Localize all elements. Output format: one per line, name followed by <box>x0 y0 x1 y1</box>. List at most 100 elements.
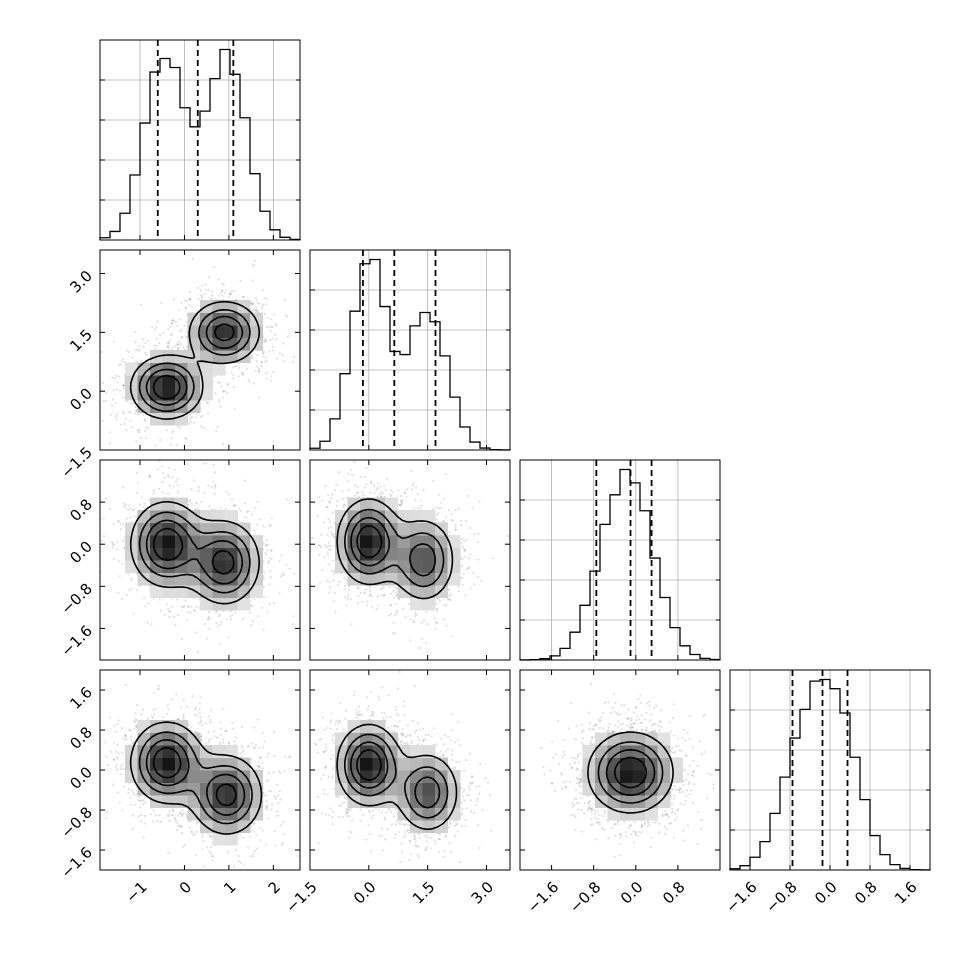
scatter-point <box>176 598 179 601</box>
scatter-point <box>242 617 245 621</box>
scatter-point <box>125 503 128 506</box>
scatter-point <box>185 619 188 622</box>
contour-level-2 <box>145 519 244 585</box>
scatter-point <box>217 294 220 297</box>
contour-level-0 <box>129 300 261 420</box>
hist-frame-2 <box>519 459 721 661</box>
scatter-point <box>165 429 168 432</box>
scatter-point <box>392 631 395 635</box>
scatter-point <box>180 328 183 331</box>
scatter-point <box>381 586 384 590</box>
scatter-point <box>357 587 360 590</box>
scatter-point <box>318 581 322 584</box>
scatter-panel-3-0 <box>99 669 301 871</box>
scatter-point <box>447 588 450 591</box>
scatter-point <box>206 617 210 620</box>
scatter-point <box>435 602 438 605</box>
scatter-point <box>380 490 383 494</box>
scatter-point <box>204 283 207 286</box>
scatter-point <box>241 747 244 750</box>
scatter-point <box>436 597 439 600</box>
scatter-point <box>115 413 118 416</box>
scatter-point <box>285 498 288 501</box>
scatter-point <box>143 596 146 600</box>
scatter-point <box>228 293 232 296</box>
scatter-point <box>415 613 418 616</box>
scatter-point <box>171 476 174 479</box>
scatter-point <box>370 482 373 485</box>
density-cell <box>187 510 201 523</box>
density-cell <box>200 312 213 326</box>
scatter-point <box>229 615 232 618</box>
scatter-point <box>240 744 243 748</box>
scatter-point <box>476 540 479 544</box>
scatter-point <box>209 617 212 620</box>
scatter-point <box>344 596 347 599</box>
density-cell <box>187 362 201 376</box>
contour-level-2 <box>350 516 436 577</box>
scatter-point <box>128 728 131 731</box>
scatter-point <box>329 545 332 548</box>
scatter-point <box>232 727 235 730</box>
scatter-point <box>349 597 352 601</box>
scatter-point <box>318 496 321 499</box>
scatter-point <box>87 571 89 573</box>
density-cell <box>250 325 263 338</box>
scatter-point <box>376 495 379 498</box>
scatter-point <box>342 497 345 501</box>
scatter-point <box>161 480 164 483</box>
scatter-point <box>277 814 280 817</box>
scatter-point <box>266 317 269 320</box>
scatter-point <box>375 607 378 610</box>
scatter-point <box>264 303 267 306</box>
scatter-point <box>166 341 169 345</box>
scatter-point <box>405 496 408 499</box>
scatter-point <box>262 542 265 545</box>
scatter-point <box>192 609 196 612</box>
scatter-point <box>361 490 364 494</box>
scatter-point <box>266 804 269 808</box>
scatter-point <box>473 583 476 586</box>
scatter-point <box>301 575 303 577</box>
density-cell <box>410 597 423 611</box>
scatter-point <box>377 481 380 485</box>
scatter-point <box>357 595 360 598</box>
scatter-point <box>265 325 269 328</box>
scatter-point <box>410 488 413 491</box>
scatter-point <box>284 314 287 317</box>
scatter-point <box>138 429 141 432</box>
scatter-point <box>185 462 189 465</box>
scatter-point <box>174 819 177 823</box>
scatter-point <box>207 412 210 415</box>
scatter-point <box>141 338 145 341</box>
scatter-point <box>101 419 105 423</box>
scatter-point <box>133 412 136 415</box>
scatter-point <box>176 342 179 346</box>
scatter-point <box>334 611 337 614</box>
scatter-point <box>109 413 112 416</box>
scatter-point <box>226 383 230 387</box>
scatter-point <box>195 606 198 609</box>
scatter-point <box>468 566 471 569</box>
scatter-point <box>383 484 386 487</box>
density-cell <box>225 312 238 326</box>
scatter-point <box>219 405 222 408</box>
scatter-point <box>317 543 320 547</box>
scatter-point <box>111 541 114 544</box>
scatter-point <box>270 557 273 560</box>
density-cell <box>225 572 238 586</box>
scatter-point <box>237 375 240 378</box>
scatter-point <box>463 549 466 552</box>
scatter-point <box>157 688 161 691</box>
scatter-point <box>264 339 267 343</box>
scatter-point <box>253 532 256 536</box>
scatter-point <box>180 815 183 818</box>
scatter-point <box>375 488 378 491</box>
scatter-point <box>230 497 234 501</box>
scatter-point <box>156 468 159 471</box>
scatter-point <box>144 605 147 608</box>
scatter-point <box>159 609 163 612</box>
scatter-point <box>336 500 339 503</box>
scatter-point <box>171 430 175 433</box>
scatter-point <box>365 604 369 607</box>
